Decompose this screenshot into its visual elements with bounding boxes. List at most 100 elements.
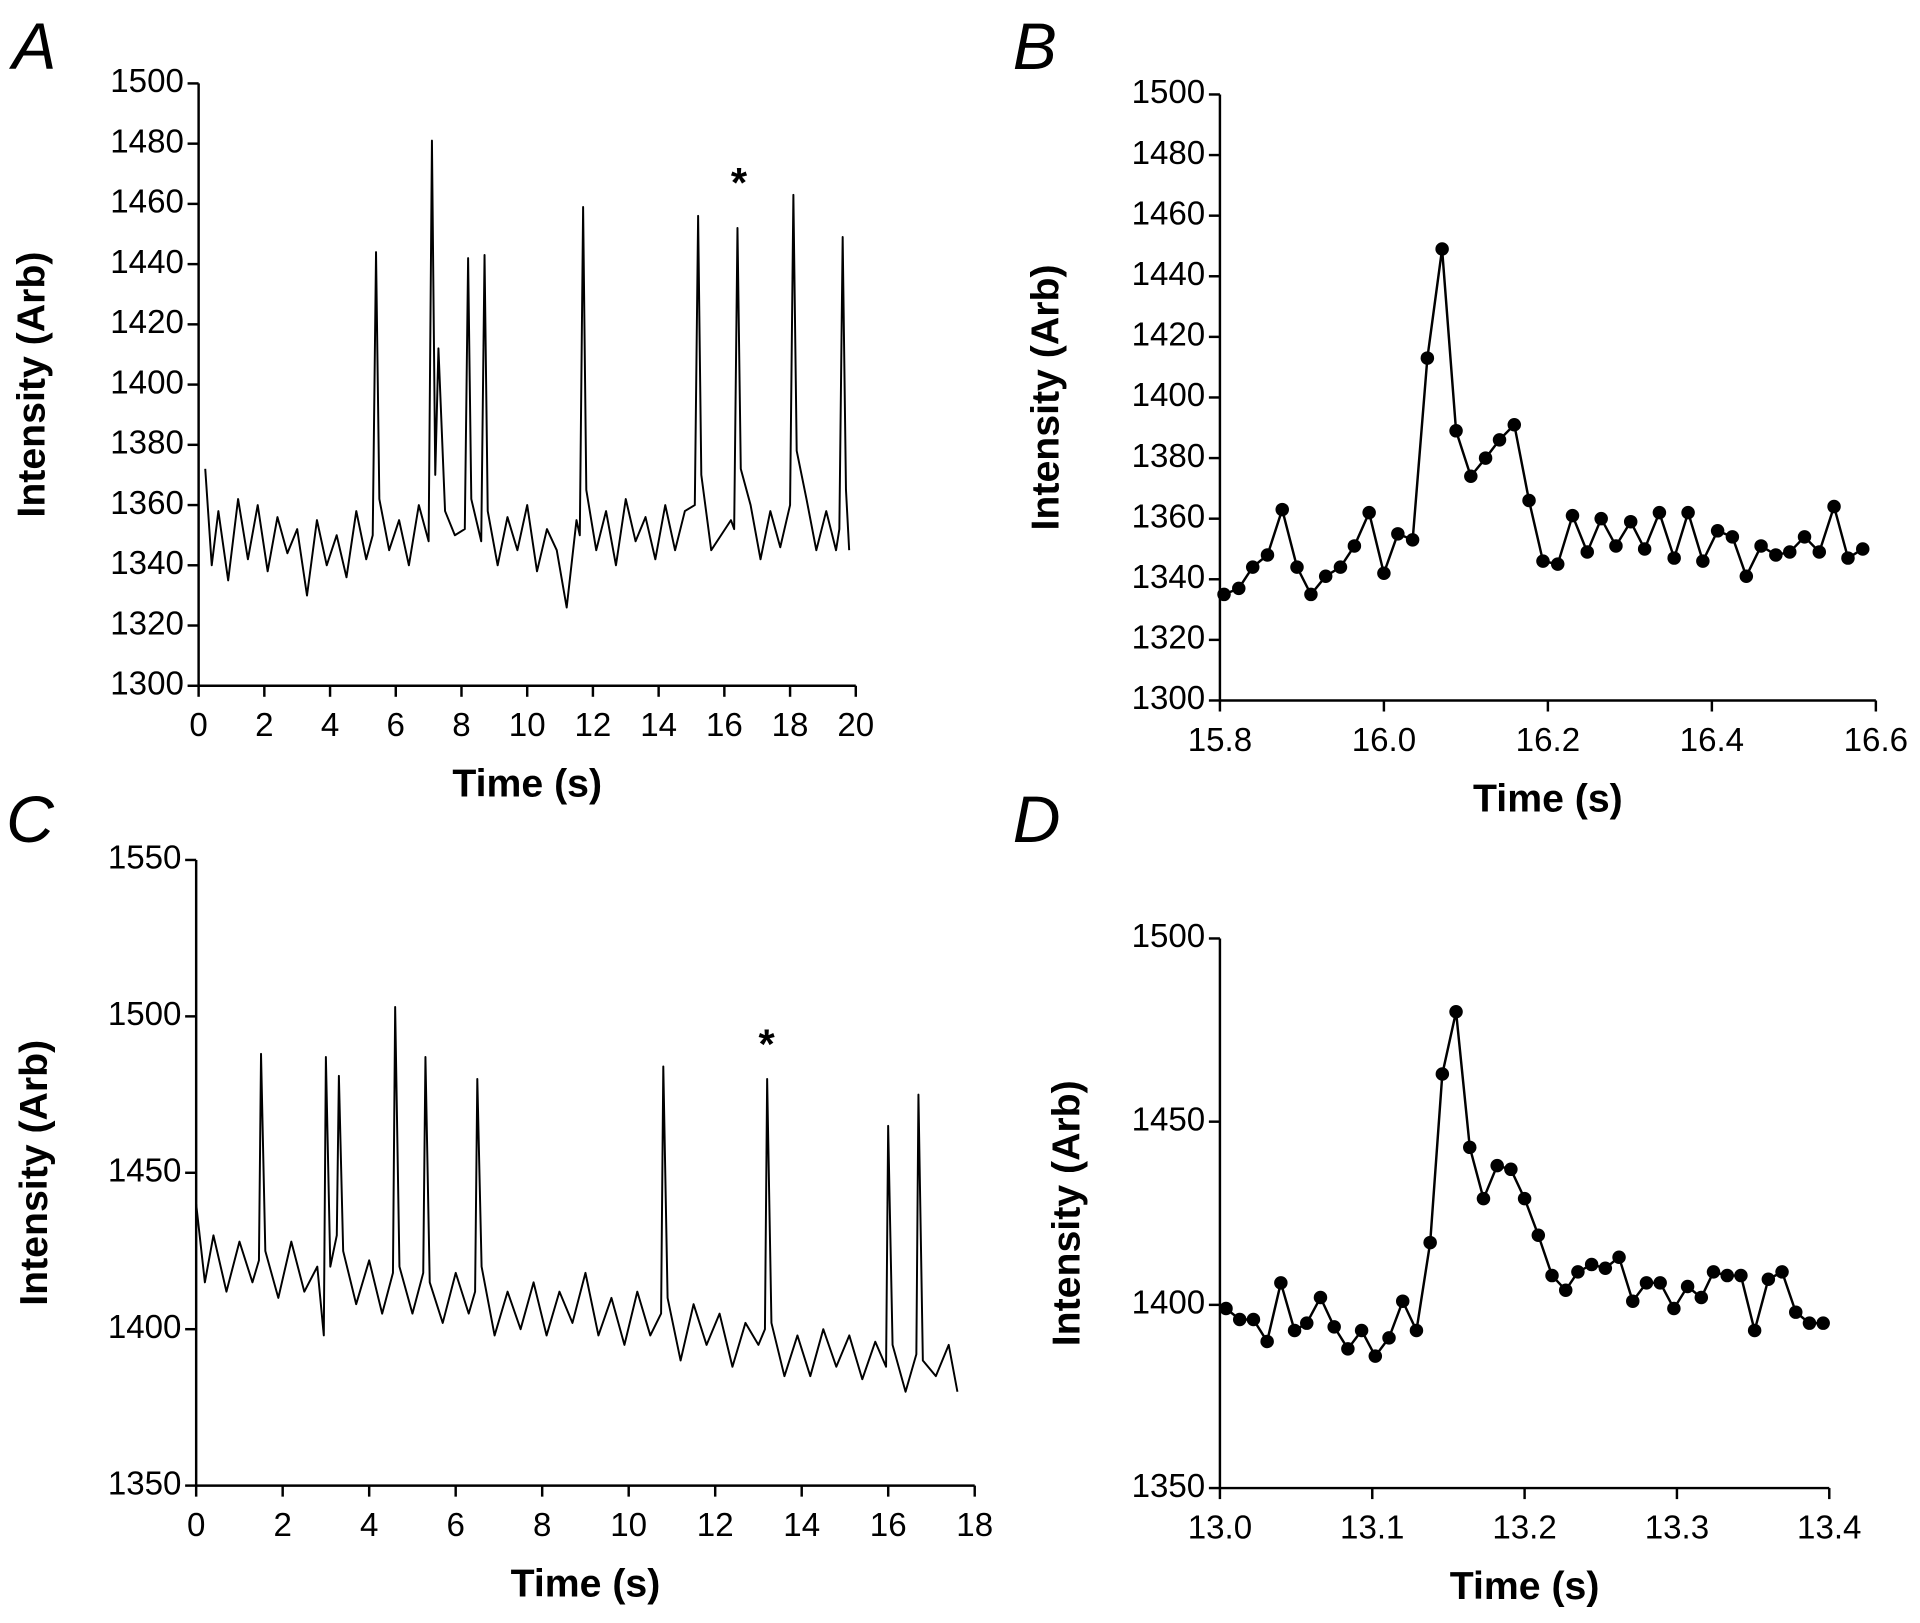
data-point xyxy=(1612,1250,1626,1264)
data-point xyxy=(1734,1268,1748,1283)
x-tick-label: 8 xyxy=(533,1507,551,1544)
data-point xyxy=(1405,533,1420,547)
y-tick-label: 1440 xyxy=(110,244,184,281)
x-tick-label: 8 xyxy=(452,707,470,744)
y-axis-title: Intensity (Arb) xyxy=(10,252,54,518)
y-tick-label: 1400 xyxy=(1132,377,1206,414)
panel-label: D xyxy=(1013,783,1061,857)
data-point xyxy=(1841,551,1855,565)
data-point xyxy=(1623,514,1638,529)
data-point xyxy=(1449,424,1463,438)
data-line xyxy=(195,1005,959,1393)
data-point xyxy=(1318,569,1333,583)
data-point xyxy=(1246,1312,1261,1327)
x-tick-label: 2 xyxy=(255,707,273,744)
x-tick-label: 0 xyxy=(189,707,207,744)
data-point xyxy=(1391,527,1405,541)
data-point xyxy=(1313,1290,1328,1305)
data-point xyxy=(1706,1265,1721,1279)
x-tick-label: 10 xyxy=(610,1507,647,1544)
y-tick-label: 1450 xyxy=(108,1153,182,1190)
data-point xyxy=(1260,548,1275,562)
data-point xyxy=(1435,242,1449,256)
annotation: * xyxy=(731,159,748,206)
y-tick-label: 1320 xyxy=(110,605,184,642)
x-tick-label: 4 xyxy=(321,707,339,744)
data-point xyxy=(1476,1191,1491,1206)
y-tick-label: 1400 xyxy=(108,1309,182,1346)
data-point xyxy=(1584,1257,1599,1272)
y-tick-label: 1500 xyxy=(110,63,184,100)
data-point xyxy=(1377,566,1391,580)
data-point xyxy=(1420,351,1435,365)
data-point xyxy=(1507,417,1522,432)
x-tick-label: 13.1 xyxy=(1340,1510,1404,1547)
data-point xyxy=(1382,1331,1396,1345)
x-axis-title: Time (s) xyxy=(1473,776,1623,820)
panel-label: A xyxy=(8,10,56,84)
x-tick-label: 6 xyxy=(446,1507,464,1544)
data-point xyxy=(1245,560,1260,574)
y-tick-label: 1400 xyxy=(110,364,184,401)
data-point xyxy=(1626,1294,1640,1308)
data-point xyxy=(1517,1191,1532,1206)
data-point xyxy=(1609,539,1623,553)
data-point xyxy=(1492,433,1507,447)
y-tick-label: 1500 xyxy=(108,996,182,1033)
x-tick-label: 15.8 xyxy=(1188,722,1252,759)
data-point xyxy=(1435,1067,1450,1081)
y-tick-label: 1300 xyxy=(110,666,184,703)
y-tick-label: 1460 xyxy=(110,184,184,221)
data-point xyxy=(1409,1323,1424,1338)
y-axis-title: Intensity (Arb) xyxy=(1044,1080,1088,1346)
y-axis-title: Intensity (Arb) xyxy=(12,1040,56,1306)
data-point xyxy=(1464,469,1478,483)
x-tick-label: 6 xyxy=(387,707,405,744)
data-point xyxy=(1290,560,1304,574)
x-tick-label: 16.4 xyxy=(1680,722,1744,759)
y-tick-label: 1420 xyxy=(110,304,184,341)
x-tick-label: 16.0 xyxy=(1352,722,1416,759)
x-tick-label: 16.6 xyxy=(1844,722,1908,759)
data-point xyxy=(1304,587,1318,602)
panel-label: C xyxy=(6,783,55,857)
x-tick-label: 14 xyxy=(640,707,677,744)
data-point xyxy=(1327,1320,1341,1334)
y-tick-label: 1550 xyxy=(108,840,182,877)
data-point xyxy=(1761,1272,1776,1286)
data-point xyxy=(1531,1228,1546,1242)
data-point xyxy=(1667,551,1681,565)
x-tick-label: 4 xyxy=(360,1507,378,1544)
y-tick-label: 1360 xyxy=(110,485,184,522)
x-tick-label: 16 xyxy=(870,1507,907,1544)
data-point xyxy=(1536,554,1550,568)
y-tick-label: 1480 xyxy=(110,123,184,160)
data-point xyxy=(1754,539,1768,553)
annotation: * xyxy=(758,1021,775,1068)
data-point xyxy=(1463,1140,1477,1155)
data-point xyxy=(1856,542,1870,556)
data-point xyxy=(1274,1276,1288,1290)
data-point xyxy=(1653,1276,1667,1290)
y-axis-title: Intensity (Arb) xyxy=(1024,264,1068,530)
data-point xyxy=(1571,1265,1585,1279)
data-point xyxy=(1395,1294,1410,1308)
y-tick-label: 1500 xyxy=(1132,74,1206,111)
y-tick-label: 1350 xyxy=(108,1465,182,1502)
x-axis-title: Time (s) xyxy=(452,762,602,806)
x-tick-label: 16 xyxy=(706,707,743,744)
data-point xyxy=(1449,1005,1463,1019)
data-point xyxy=(1797,530,1812,544)
x-tick-label: 12 xyxy=(575,707,612,744)
x-tick-label: 2 xyxy=(273,1507,291,1544)
data-point xyxy=(1775,1265,1789,1279)
y-tick-label: 1440 xyxy=(1132,256,1206,293)
data-point xyxy=(1368,1349,1383,1363)
data-line xyxy=(204,139,851,609)
data-point xyxy=(1558,1283,1573,1297)
x-tick-label: 13.2 xyxy=(1492,1510,1556,1547)
data-point xyxy=(1652,505,1667,520)
data-point xyxy=(1747,1323,1762,1338)
